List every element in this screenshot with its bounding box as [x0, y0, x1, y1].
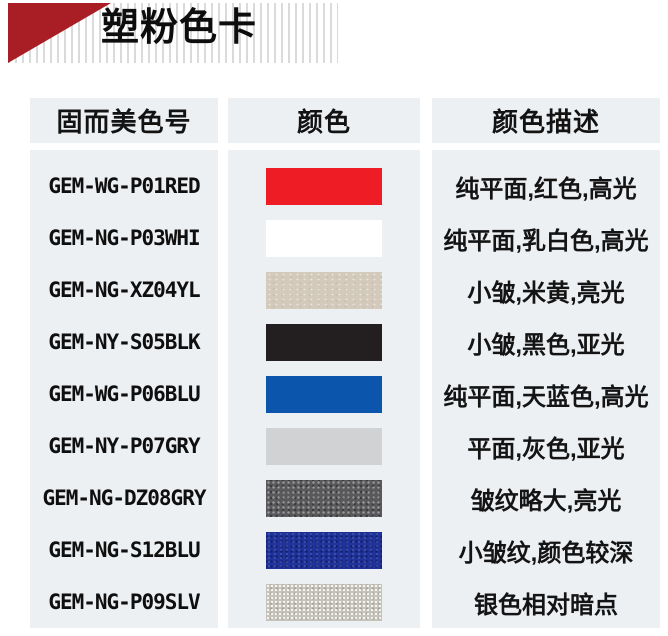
color-code: GEM-NG-S12BLU	[30, 524, 218, 576]
table-row: GEM-NG-S12BLU 小皱纹,颜色较深	[30, 524, 660, 576]
color-code: GEM-NY-S05BLK	[30, 316, 218, 368]
table-row: GEM-WG-P06BLU 纯平面,天蓝色,高光	[30, 368, 660, 420]
color-swatch	[266, 479, 382, 517]
color-swatch	[266, 375, 382, 413]
color-code: GEM-NG-P03WHI	[30, 212, 218, 264]
table-row: GEM-NY-P07GRY 平面,灰色,亚光	[30, 420, 660, 472]
color-code: GEM-NG-DZ08GRY	[30, 472, 218, 524]
swatch-cell	[228, 368, 420, 420]
table-row: GEM-WG-P01RED 纯平面,红色,高光	[30, 160, 660, 212]
swatch-cell	[228, 524, 420, 576]
color-swatch	[266, 531, 382, 569]
table-row: GEM-NG-DZ08GRY 皱纹略大,亮光	[30, 472, 660, 524]
swatch-cell	[228, 316, 420, 368]
color-swatch	[266, 427, 382, 465]
color-description: 小皱,米黄,亮光	[432, 264, 660, 316]
swatch-cell	[228, 576, 420, 628]
color-card-table: 固而美色号 颜色 颜色描述 GEM-WG-P01RED 纯平面,红色,高光 GE…	[30, 98, 660, 628]
table-row-padding	[30, 150, 660, 160]
color-swatch	[266, 323, 382, 361]
column-header-code: 固而美色号	[30, 98, 218, 143]
color-code: GEM-WG-P01RED	[30, 160, 218, 212]
table-row: GEM-NG-P09SLV 银色相对暗点	[30, 576, 660, 628]
color-swatch	[266, 167, 382, 205]
color-swatch	[266, 583, 382, 621]
header-band	[8, 3, 338, 63]
color-code: GEM-NG-P09SLV	[30, 576, 218, 628]
color-code: GEM-WG-P06BLU	[30, 368, 218, 420]
swatch-cell	[228, 472, 420, 524]
color-description: 小皱,黑色,亚光	[432, 316, 660, 368]
column-header-description: 颜色描述	[432, 98, 660, 143]
swatch-cell	[228, 420, 420, 472]
color-swatch	[266, 219, 382, 257]
color-swatch	[266, 271, 382, 309]
color-description: 平面,灰色,亚光	[432, 420, 660, 472]
color-description: 纯平面,天蓝色,高光	[432, 368, 660, 420]
color-code: GEM-NY-P07GRY	[30, 420, 218, 472]
color-description: 纯平面,红色,高光	[432, 160, 660, 212]
color-description: 纯平面,乳白色,高光	[432, 212, 660, 264]
table-body: GEM-WG-P01RED 纯平面,红色,高光 GEM-NG-P03WHI 纯平…	[30, 150, 660, 628]
color-code: GEM-NG-XZ04YL	[30, 264, 218, 316]
table-row: GEM-NG-XZ04YL 小皱,米黄,亮光	[30, 264, 660, 316]
logo-triangle-icon	[8, 3, 111, 63]
color-description: 皱纹略大,亮光	[432, 472, 660, 524]
color-description: 银色相对暗点	[432, 576, 660, 628]
color-description: 小皱纹,颜色较深	[432, 524, 660, 576]
page-title: 塑粉色卡	[101, 7, 258, 49]
column-header-color: 颜色	[228, 98, 420, 143]
table-row: GEM-NG-P03WHI 纯平面,乳白色,高光	[30, 212, 660, 264]
swatch-cell	[228, 264, 420, 316]
swatch-cell	[228, 212, 420, 264]
table-header-row: 固而美色号 颜色 颜色描述	[30, 98, 660, 143]
swatch-cell	[228, 160, 420, 212]
table-row: GEM-NY-S05BLK 小皱,黑色,亚光	[30, 316, 660, 368]
